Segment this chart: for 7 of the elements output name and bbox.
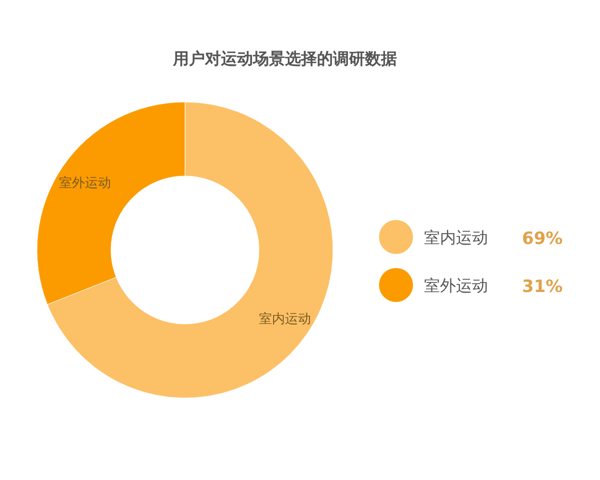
data-label: 31% <box>522 277 563 297</box>
chart-title: 用户对运动场景选择的调研数据 <box>172 49 397 68</box>
legend-label: 室外运动 <box>424 276 488 295</box>
slice-label: 室内运动 <box>259 311 312 328</box>
legend-label: 室内运动 <box>424 228 488 247</box>
data-label: 69% <box>522 229 563 249</box>
slice-label: 室外运动 <box>58 174 111 191</box>
